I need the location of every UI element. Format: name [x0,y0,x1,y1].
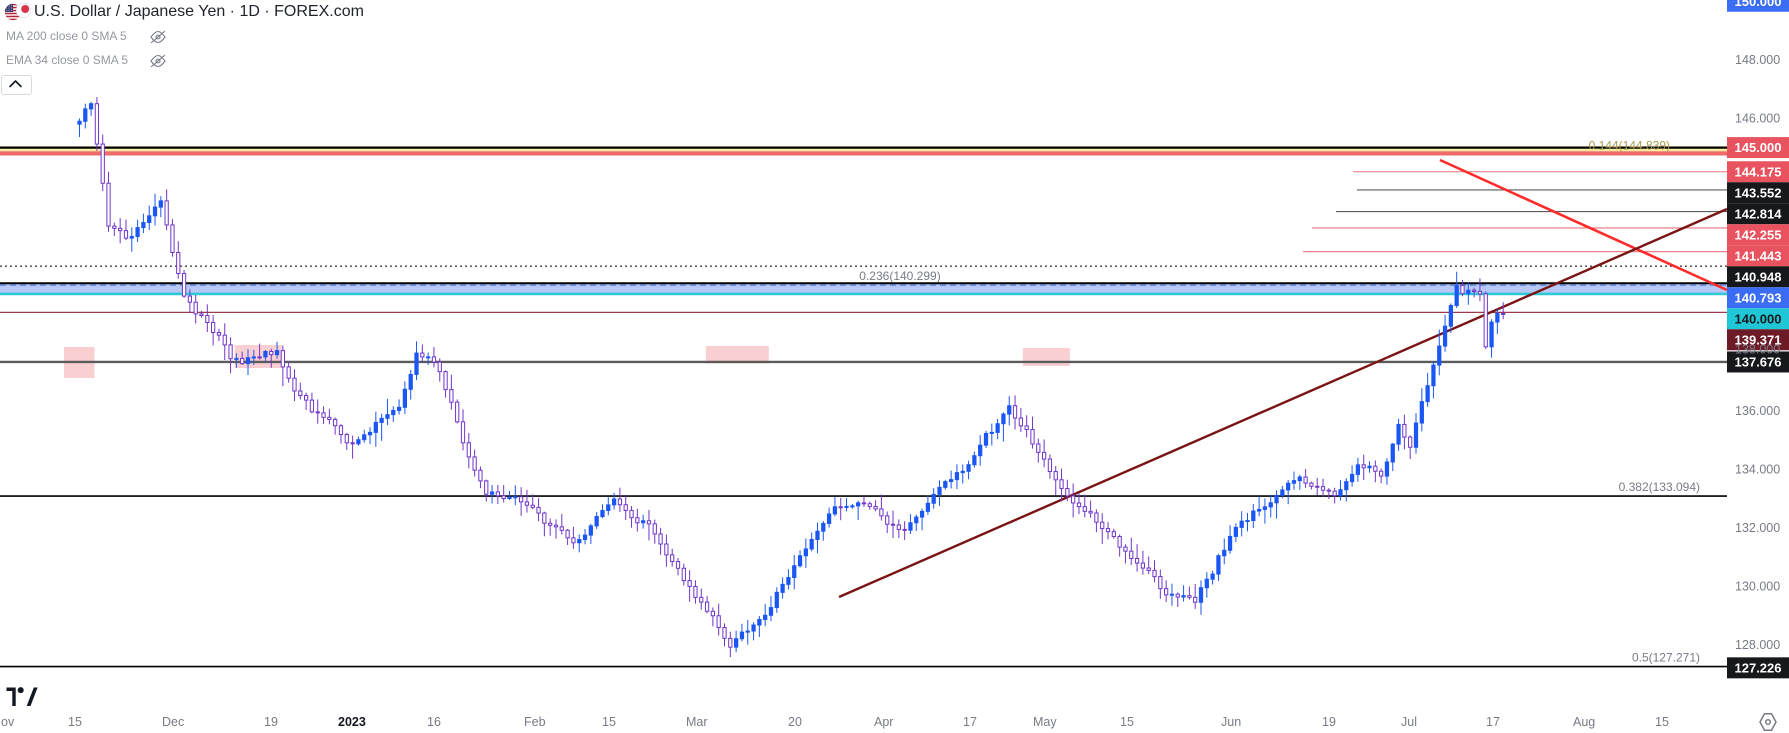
svg-text:144.175: 144.175 [1735,164,1782,179]
svg-text:128.000: 128.000 [1735,638,1780,652]
svg-text:145.000: 145.000 [1735,140,1782,155]
svg-text:143.552: 143.552 [1735,185,1782,200]
svg-text:141.443: 141.443 [1735,248,1782,263]
svg-text:134.000: 134.000 [1735,463,1780,477]
svg-text:138.000: 138.000 [1735,342,1780,356]
svg-text:130.000: 130.000 [1735,580,1780,594]
svg-text:127.226: 127.226 [1735,660,1782,675]
svg-text:148.000: 148.000 [1735,53,1780,67]
svg-text:132.000: 132.000 [1735,521,1780,535]
svg-text:137.676: 137.676 [1735,354,1782,369]
svg-text:140.793: 140.793 [1735,290,1782,305]
svg-text:142.255: 142.255 [1735,227,1782,242]
svg-text:0.144(144.839): 0.144(144.839) [1589,138,1670,152]
svg-text:146.000: 146.000 [1735,111,1780,125]
svg-text:142.814: 142.814 [1735,206,1783,221]
svg-text:0.382(133.094): 0.382(133.094) [1619,480,1700,494]
svg-text:150.000: 150.000 [1735,0,1782,9]
svg-text:140.000: 140.000 [1735,311,1782,326]
svg-text:136.000: 136.000 [1735,404,1780,418]
svg-text:140.948: 140.948 [1735,269,1782,284]
svg-text:0.236(140.299): 0.236(140.299) [859,269,940,283]
svg-text:0.5(127.271): 0.5(127.271) [1632,651,1700,665]
